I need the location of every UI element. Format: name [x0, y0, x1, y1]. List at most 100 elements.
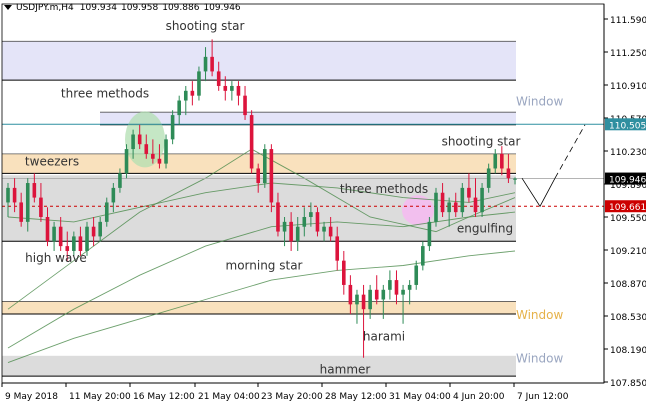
candle-body — [25, 183, 30, 222]
time-tick-label: 7 Jun 12:00 — [517, 392, 569, 402]
label-hammer: hammer — [320, 362, 371, 376]
axes-layer: 111.590111.250110.910110.570110.230109.8… — [1, 3, 646, 402]
label-morning-star: morning star — [226, 259, 303, 273]
candle-body — [302, 217, 307, 227]
current-price-tag: 109.946 — [609, 176, 646, 186]
time-tick-label: 11 May 20:00 — [69, 392, 131, 402]
candle-body — [348, 284, 353, 305]
candle-body — [190, 90, 195, 96]
candle-body — [210, 56, 214, 72]
candle-body — [295, 226, 300, 242]
candle-body — [137, 134, 142, 145]
candle-body — [104, 202, 109, 222]
candle-body — [39, 197, 43, 217]
candle-body — [72, 236, 76, 251]
label-window: Window — [516, 308, 564, 322]
candle-body — [381, 289, 386, 300]
dropdown-triangle-icon[interactable] — [4, 5, 12, 10]
candle-body — [151, 153, 155, 159]
price-tick-label: 109.890 — [610, 181, 646, 191]
price-tick-label: 109.550 — [610, 214, 646, 224]
ohlc-open: 109.934 — [79, 3, 117, 13]
price-tick-label: 110.910 — [610, 82, 646, 92]
candle-body — [170, 115, 175, 140]
moving-average-line — [7, 148, 516, 310]
label-shooting-star: shooting star — [442, 134, 521, 148]
candle-body — [131, 134, 135, 150]
time-tick-label: 31 May 04:00 — [389, 392, 451, 402]
candle-body — [230, 85, 234, 91]
zone-orange — [2, 153, 516, 174]
candle-body — [118, 173, 122, 188]
candle-body — [45, 217, 50, 242]
price-tick-label: 110.230 — [610, 148, 646, 158]
candle-body — [282, 221, 287, 232]
candle-body — [453, 202, 458, 213]
candle-body — [249, 115, 254, 169]
candle-body — [85, 226, 89, 251]
candle-body — [486, 168, 491, 188]
candle-body — [58, 226, 63, 247]
candle-body — [262, 149, 267, 184]
candle-body — [124, 149, 129, 174]
candle-body — [427, 221, 432, 247]
level-price-tag: 110.505 — [609, 121, 646, 131]
candle-body — [374, 289, 379, 300]
label-window: Window — [516, 352, 564, 366]
ohlc-low: 109.886 — [162, 3, 200, 13]
candle-body — [401, 289, 405, 295]
candle-body — [177, 100, 181, 116]
current-price-tag-bg — [605, 172, 646, 185]
candle-body — [164, 139, 168, 164]
label-tweezers: tweezers — [25, 155, 79, 169]
dashed-level-tag-bg — [605, 200, 646, 213]
candle-body — [52, 226, 56, 242]
label-shooting-star: shooting star — [166, 19, 245, 33]
price-tick-label: 108.870 — [610, 280, 646, 290]
candle-body — [111, 187, 116, 203]
label-three-methods: three methods — [61, 87, 149, 101]
candle-body — [276, 202, 280, 232]
time-tick-label: 23 May 20:00 — [261, 392, 323, 402]
candle-body — [414, 265, 419, 285]
price-tick-label: 109.210 — [610, 247, 646, 257]
candle-body — [223, 85, 228, 91]
candle-body — [32, 183, 37, 198]
candle-body — [421, 246, 425, 266]
projection-dashed-line — [554, 124, 586, 179]
label-three-methods: three methods — [340, 182, 428, 196]
price-tick-label: 111.590 — [610, 16, 646, 26]
candle-body — [342, 260, 346, 285]
time-tick-label: 9 May 2018 — [5, 392, 58, 402]
moving-average-line — [7, 250, 516, 364]
candle-body — [394, 280, 399, 295]
plot-frame — [1, 3, 605, 384]
zone-orange — [2, 301, 516, 315]
candle-body — [183, 90, 188, 101]
candle-body — [467, 187, 471, 198]
time-tick-label: 16 May 12:00 — [133, 392, 195, 402]
candle-body — [440, 192, 445, 213]
label-engulfing: engulfing — [457, 222, 513, 236]
dashed-level-tag: 109.661 — [609, 203, 646, 213]
candle-body — [269, 149, 274, 203]
candle-body — [98, 221, 102, 237]
time-tick-label: 21 May 04:00 — [198, 392, 260, 402]
highlight-green — [125, 111, 165, 168]
candle-body — [388, 280, 392, 290]
time-tick-label: 28 May 12:00 — [325, 392, 387, 402]
candle-body — [506, 168, 511, 179]
candle-body — [368, 289, 372, 310]
candles-layer — [6, 39, 517, 358]
chart-header: USDJPY.m,H4 109.934 109.958 109.886 109.946 — [4, 3, 245, 13]
candle-body — [480, 187, 484, 213]
candle-body — [19, 202, 23, 222]
price-tick-label: 107.850 — [610, 379, 646, 389]
levels-layer — [2, 123, 604, 208]
candle-body — [513, 178, 517, 180]
price-tick-label: 111.250 — [610, 49, 646, 59]
candle-body — [256, 168, 261, 184]
candle-body — [407, 284, 412, 290]
candle-body — [473, 197, 478, 213]
